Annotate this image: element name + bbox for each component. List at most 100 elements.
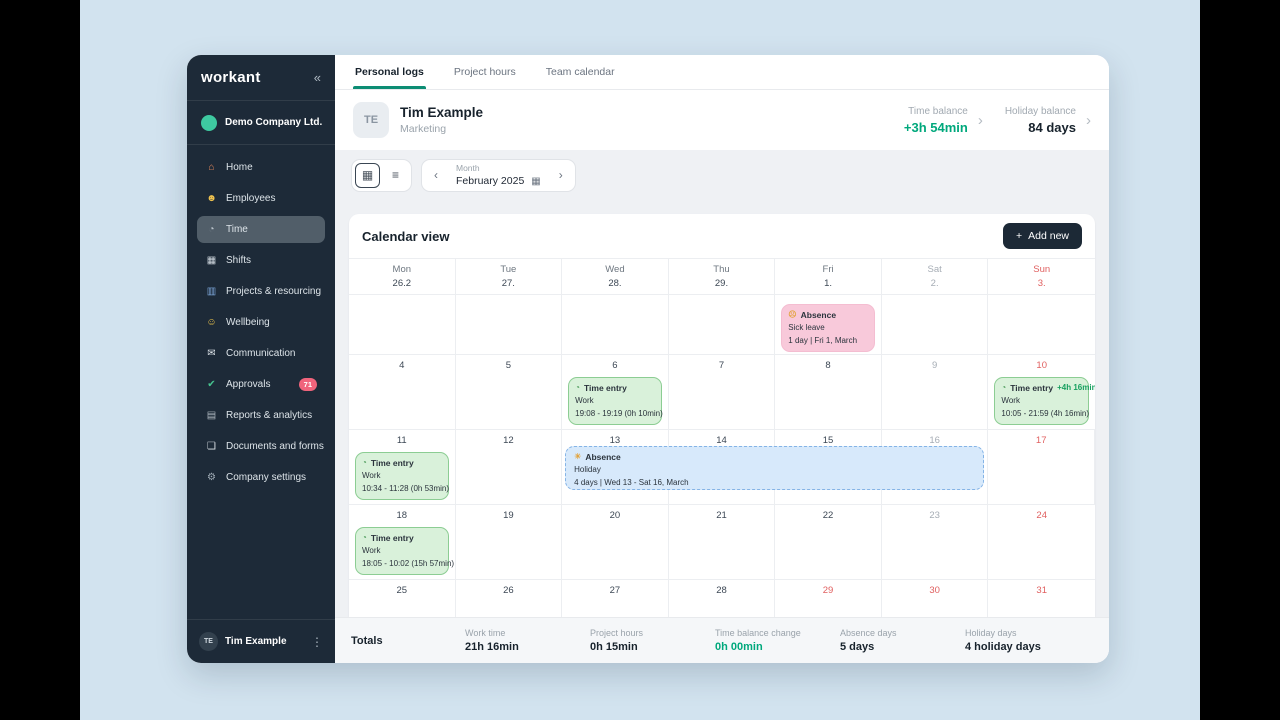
event-title: Absence <box>800 310 837 320</box>
day-number: 18 <box>396 510 408 521</box>
total-project-hours: Project hours 0h 15min <box>590 628 715 653</box>
event-time-entry-work[interactable]: ◔ Time entry +4h 16min Work 10:05 - 21:59 (4… <box>994 377 1095 425</box>
holiday-balance-label: Holiday balance <box>1004 105 1076 117</box>
event-detail: Sick leave <box>788 323 825 333</box>
day-cell-20[interactable]: 20 <box>562 505 669 579</box>
tab-personal-logs[interactable]: Personal logs <box>347 55 432 89</box>
sidebar-item-label: Reports & analytics <box>226 410 313 421</box>
event-absence-sick-leave[interactable]: ☹ Absence Sick leave 1 day | Fri 1, March <box>781 304 875 352</box>
sidebar-item-time[interactable]: ◔ Time <box>197 216 325 243</box>
day-cell-28[interactable]: 28 <box>669 580 776 617</box>
day-number: 21 <box>716 510 727 521</box>
day-cell-18[interactable]: 18 ◔ Time entry Work 18:05 - 10:02 (15h 57mi… <box>349 505 456 579</box>
day-cell-23[interactable]: 23 <box>882 505 989 579</box>
day-cell-27[interactable]: 27 <box>562 580 669 617</box>
sidebar-item-shifts[interactable]: ▦ Shifts <box>197 247 325 274</box>
day-cell-7[interactable]: 7 <box>669 355 776 429</box>
day-cell-29[interactable]: 29 <box>775 580 882 617</box>
day-number: 30 <box>929 585 940 596</box>
projects-resourcing-icon: ▥ <box>206 286 217 297</box>
day-cell[interactable] <box>988 295 1095 354</box>
day-number: 24 <box>1036 510 1047 521</box>
list-icon: ≡ <box>391 168 399 182</box>
day-cell-11[interactable]: 11 ◔ Time entry Work 10:34 - 11:28 (0h 53min… <box>349 430 456 504</box>
sidebar-item-documents-and-forms[interactable]: ❏ Documents and forms <box>197 433 325 460</box>
next-month-button[interactable]: › <box>558 168 563 182</box>
day-cell-4[interactable]: 4 <box>349 355 456 429</box>
event-detail: Work <box>362 471 381 481</box>
plus-icon: + <box>1015 230 1023 242</box>
sidebar-item-projects-resourcing[interactable]: ▥ Projects & resourcing <box>197 278 325 305</box>
sidebar-item-company-settings[interactable]: ⚙ Company settings <box>197 464 325 491</box>
company-avatar <box>201 114 217 131</box>
week-row-2: 4 5 6 ◔ Time entry Work 19:08 - 19:19 (0h 10mi… <box>349 355 1095 430</box>
sidebar-item-wellbeing[interactable]: ☺ Wellbeing <box>197 309 325 336</box>
day-cell-12[interactable]: 12 <box>456 430 563 504</box>
list-view-button[interactable]: ≡ <box>383 163 408 188</box>
approvals-badge: 71 <box>298 378 317 391</box>
day-cell[interactable]: ☹ Absence Sick leave 1 day | Fri 1, March <box>775 295 882 354</box>
calendar-view-button[interactable]: ▦ <box>355 162 380 188</box>
day-cell[interactable] <box>669 295 776 354</box>
employees-icon: ☻ <box>206 193 217 204</box>
day-cell-30[interactable]: 30 <box>882 580 989 617</box>
event-title: Time entry <box>583 383 627 393</box>
day-cell[interactable] <box>349 295 456 354</box>
collapse-sidebar-icon[interactable]: « <box>313 70 321 85</box>
sidebar-item-reports-analytics[interactable]: ▤ Reports & analytics <box>197 402 325 429</box>
day-header-sun: Sun 3. <box>1033 264 1051 289</box>
sidebar-item-employees[interactable]: ☻ Employees <box>197 185 325 212</box>
clock-icon: ◔ <box>575 383 580 393</box>
tab-team-calendar[interactable]: Team calendar <box>545 66 615 78</box>
kebab-menu-icon[interactable]: ⋮ <box>311 634 323 649</box>
day-cell-25[interactable]: 25 <box>349 580 456 617</box>
app-window: workant « Demo Company Ltd. ⌂ Home ☻ Employ… <box>187 55 1109 663</box>
event-absence-holiday[interactable]: ☀ Absence Holiday 4 days | Wed 13 - Sat 16,… <box>565 446 985 490</box>
event-detail: 4 days | Wed 13 - Sat 16, March <box>574 477 689 487</box>
day-cell-16[interactable]: 16 <box>882 430 989 504</box>
day-header-wed: Wed 28. <box>562 259 669 294</box>
prev-month-button[interactable]: ‹ <box>434 168 438 182</box>
day-cell[interactable] <box>562 295 669 354</box>
day-cell[interactable] <box>882 295 989 354</box>
month-select[interactable]: Month February 2025 ▦ <box>448 163 549 187</box>
day-cell-9[interactable]: 9 <box>882 355 989 429</box>
event-time-entry-work[interactable]: ◔ Time entry Work 19:08 - 19:19 (0h 10min) <box>568 377 663 425</box>
day-cell[interactable] <box>456 295 563 354</box>
sidebar-item-home[interactable]: ⌂ Home <box>197 154 325 181</box>
day-cell-22[interactable]: 22 <box>775 505 882 579</box>
time-balance-stat[interactable]: Time balance +3h 54min <box>904 106 968 135</box>
day-cell-6[interactable]: 6 ◔ Time entry Work 19:08 - 19:19 (0h 10min) <box>562 355 669 429</box>
day-cell-21[interactable]: 21 <box>669 505 776 579</box>
sidebar-item-label: Approvals <box>226 379 271 390</box>
day-cell-26[interactable]: 26 <box>456 580 563 617</box>
day-cell-10[interactable]: 10 ◔ Time entry +4h 16min Work 10:05 - 21:59 … <box>988 355 1095 429</box>
user-menu[interactable]: TE Tim Example ⋮ <box>187 619 335 663</box>
total-holiday-days: Holiday days 4 holiday days <box>965 628 1090 653</box>
sidebar-item-communication[interactable]: ✉ Communication <box>197 340 325 367</box>
day-cell-24[interactable]: 24 <box>988 505 1095 579</box>
holiday-balance-stat[interactable]: Holiday balance 84 days <box>1005 106 1076 135</box>
sidebar-item-approvals[interactable]: ✔ Approvals 71 <box>197 371 325 398</box>
day-cell-19[interactable]: 19 <box>456 505 563 579</box>
tab-project-hours[interactable]: Project hours <box>453 66 516 78</box>
company-switcher[interactable]: Demo Company Ltd. <box>187 101 335 145</box>
event-time-entry-work[interactable]: ◔ Time entry Work 18:05 - 10:02 (15h 57min) <box>355 527 454 575</box>
day-cell-8[interactable]: 8 <box>775 355 882 429</box>
chevron-right-icon[interactable]: › <box>977 111 983 129</box>
balance-stats: Time balance +3h 54min › Holiday balance… <box>904 106 1091 135</box>
month-picker: ‹ Month February 2025 ▦ › <box>421 158 576 192</box>
content-area: Calendar view + Add new Mon 26.2 Tue 27. Wed… <box>335 200 1109 617</box>
profile-header: TE Tim Example Marketing Time balance +3… <box>335 90 1109 150</box>
chevron-right-icon[interactable]: › <box>1086 111 1091 129</box>
sidebar-item-label: Wellbeing <box>226 317 270 328</box>
day-cell-5[interactable]: 5 <box>456 355 563 429</box>
total-time-balance-change: Time balance change 0h 00min <box>715 628 840 653</box>
add-new-button[interactable]: + Add new <box>1002 223 1082 249</box>
event-time-entry-work[interactable]: ◔ Time entry Work 10:34 - 11:28 (0h 53min) <box>355 452 449 500</box>
day-cell-31[interactable]: 31 <box>988 580 1095 617</box>
month-picker-value: February 2025 ▦ <box>456 175 541 187</box>
user-name: Tim Example <box>225 636 287 647</box>
add-new-label: Add new <box>1028 230 1069 242</box>
day-cell-17[interactable]: 17 <box>988 430 1095 504</box>
